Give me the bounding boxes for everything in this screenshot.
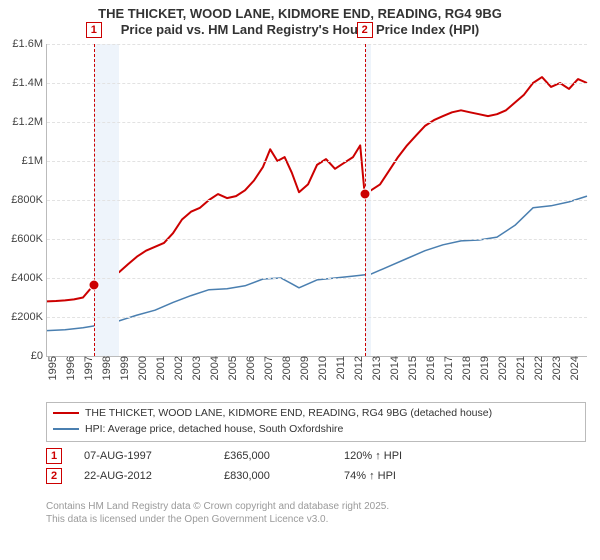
x-tick-label: 2021 xyxy=(511,356,527,380)
legend-label: HPI: Average price, detached house, Sout… xyxy=(85,423,343,435)
x-tick-label: 2000 xyxy=(133,356,149,380)
sales-row: 1 07-AUG-1997£365,000120% ↑ HPI xyxy=(46,448,464,468)
sales-price: £365,000 xyxy=(224,450,344,462)
x-tick-label: 2013 xyxy=(367,356,383,380)
attribution-text: Contains HM Land Registry data © Crown c… xyxy=(46,500,389,526)
x-tick-label: 2016 xyxy=(421,356,437,380)
x-tick-label: 2011 xyxy=(331,356,347,380)
y-tick-label: £600K xyxy=(11,233,47,245)
x-tick-label: 2014 xyxy=(385,356,401,380)
x-tick-label: 1995 xyxy=(43,356,59,380)
x-tick-label: 2004 xyxy=(205,356,221,380)
legend-label: THE THICKET, WOOD LANE, KIDMORE END, REA… xyxy=(85,407,492,419)
gridline-h xyxy=(47,278,587,279)
x-tick-label: 2008 xyxy=(277,356,293,380)
attribution-line2: This data is licensed under the Open Gov… xyxy=(46,513,389,526)
legend-box: THE THICKET, WOOD LANE, KIDMORE END, REA… xyxy=(46,402,586,442)
event-line xyxy=(94,44,95,356)
legend-swatch xyxy=(53,428,79,430)
sales-change: 74% ↑ HPI xyxy=(344,470,464,482)
x-tick-label: 2018 xyxy=(457,356,473,380)
x-tick-label: 2023 xyxy=(547,356,563,380)
y-tick-label: £1.2M xyxy=(12,116,47,128)
x-tick-label: 1999 xyxy=(115,356,131,380)
y-tick-label: £1.6M xyxy=(12,38,47,50)
sales-price: £830,000 xyxy=(224,470,344,482)
series-line xyxy=(47,77,587,301)
x-tick-label: 2015 xyxy=(403,356,419,380)
gridline-h xyxy=(47,83,587,84)
x-tick-label: 2001 xyxy=(151,356,167,380)
y-tick-label: £1M xyxy=(22,155,47,167)
sales-date: 07-AUG-1997 xyxy=(84,450,224,462)
gridline-h xyxy=(47,44,587,45)
gridline-h xyxy=(47,317,587,318)
x-tick-label: 2003 xyxy=(187,356,203,380)
legend-swatch xyxy=(53,412,79,414)
event-line xyxy=(365,44,366,356)
x-tick-label: 2006 xyxy=(241,356,257,380)
event-marker-box: 1 xyxy=(86,22,102,38)
chart-title-line1: THE THICKET, WOOD LANE, KIDMORE END, REA… xyxy=(0,6,600,22)
x-tick-label: 2024 xyxy=(565,356,581,380)
plot-area: £0£200K£400K£600K£800K£1M£1.2M£1.4M£1.6M… xyxy=(46,44,587,357)
event-marker-box: 2 xyxy=(357,22,373,38)
y-tick-label: £800K xyxy=(11,194,47,206)
event-dot xyxy=(359,189,370,200)
x-tick-label: 2022 xyxy=(529,356,545,380)
gridline-h xyxy=(47,122,587,123)
sales-date: 22-AUG-2012 xyxy=(84,470,224,482)
sales-change: 120% ↑ HPI xyxy=(344,450,464,462)
attribution-line1: Contains HM Land Registry data © Crown c… xyxy=(46,500,389,513)
x-tick-label: 1998 xyxy=(97,356,113,380)
gridline-h xyxy=(47,200,587,201)
x-tick-label: 2005 xyxy=(223,356,239,380)
sales-table: 1 07-AUG-1997£365,000120% ↑ HPI 2 22-AUG-20… xyxy=(46,448,464,488)
sales-marker-box: 2 xyxy=(46,468,62,484)
legend-row: THE THICKET, WOOD LANE, KIDMORE END, REA… xyxy=(53,406,579,422)
y-tick-label: £200K xyxy=(11,311,47,323)
sales-marker-box: 1 xyxy=(46,448,62,464)
y-tick-label: £400K xyxy=(11,272,47,284)
x-tick-label: 2012 xyxy=(349,356,365,380)
x-tick-label: 2007 xyxy=(259,356,275,380)
gridline-h xyxy=(47,161,587,162)
sales-row: 2 22-AUG-2012£830,00074% ↑ HPI xyxy=(46,468,464,488)
x-tick-label: 2009 xyxy=(295,356,311,380)
x-tick-label: 2017 xyxy=(439,356,455,380)
x-tick-label: 2002 xyxy=(169,356,185,380)
event-dot xyxy=(88,279,99,290)
x-tick-label: 2010 xyxy=(313,356,329,380)
x-tick-label: 1997 xyxy=(79,356,95,380)
gridline-h xyxy=(47,239,587,240)
legend-row: HPI: Average price, detached house, Sout… xyxy=(53,422,579,438)
price-chart: THE THICKET, WOOD LANE, KIDMORE END, REA… xyxy=(0,0,600,560)
x-tick-label: 1996 xyxy=(61,356,77,380)
y-tick-label: £1.4M xyxy=(12,77,47,89)
x-tick-label: 2019 xyxy=(475,356,491,380)
x-tick-label: 2020 xyxy=(493,356,509,380)
